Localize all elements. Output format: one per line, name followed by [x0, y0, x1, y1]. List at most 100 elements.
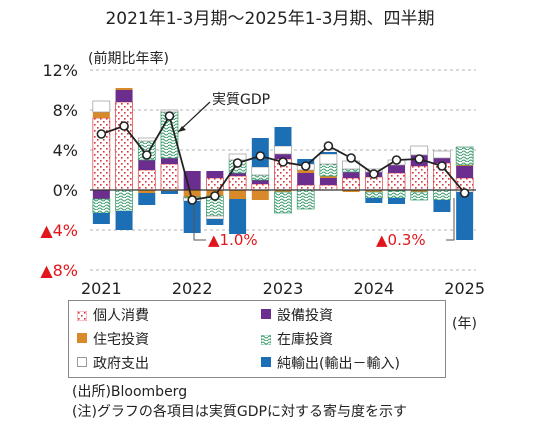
bar-segment-housing: [183, 190, 201, 197]
bar-segment-consumption: [342, 177, 360, 191]
housing-swatch: [77, 333, 87, 343]
bar-segment-government: [274, 145, 292, 155]
government-swatch: [77, 357, 87, 367]
bar-segment-inventory: [342, 168, 360, 173]
bar-segment-net_exports: [138, 193, 156, 205]
footnote: (注)グラフの各項目は実質GDPに対する寄与度を示す: [72, 404, 407, 420]
bar-segment-inventory: [410, 191, 429, 201]
y-tick-label: 12%: [42, 61, 78, 80]
bar-segment-government: [319, 153, 338, 165]
bar-segment-net_exports: [319, 152, 337, 154]
gdp-point: [346, 153, 356, 163]
gdp-point: [300, 161, 311, 171]
bar-segment-capex: [92, 190, 110, 199]
bar-segment-capex: [206, 171, 224, 178]
bar-segment-consumption: [115, 101, 133, 191]
gdp-point: [210, 191, 220, 201]
bar-segment-consumption: [410, 165, 429, 191]
bar-segment-consumption: [137, 169, 156, 191]
gdp-point: [232, 158, 243, 168]
net-exports-swatch: [261, 357, 271, 367]
bar-segment-net_exports: [456, 192, 474, 240]
bar-segment-capex: [251, 180, 269, 184]
gdp-point: [459, 188, 470, 198]
x-tick-label: 2024: [353, 279, 394, 298]
legend-label: 在庫投資: [277, 332, 333, 348]
x-unit-label: (年): [452, 316, 477, 332]
y-unit-label: (前期比年率): [88, 51, 169, 67]
bar-segment-consumption: [296, 184, 315, 191]
gdp-point: [437, 161, 447, 171]
bar-segment-inventory: [387, 190, 406, 199]
x-tick-label: 2021: [81, 279, 122, 298]
bar-segment-capex: [160, 158, 178, 164]
gdp-line: [96, 111, 470, 205]
gdp-point: [391, 155, 402, 165]
bar-segment-net_exports: [229, 199, 247, 234]
consumption-swatch: [76, 309, 88, 322]
y-tick-label: 0%: [53, 181, 78, 200]
source-note: (出所)Bloomberg: [72, 384, 188, 400]
bar-segment-inventory: [364, 191, 383, 199]
bar-segment-housing: [138, 190, 156, 193]
bar-segment-government: [92, 100, 111, 113]
bar-segment-government: [137, 137, 156, 142]
bar-segment-net_exports: [160, 191, 178, 194]
bar-segment-housing: [115, 88, 133, 90]
bar-segment-housing: [342, 190, 360, 192]
x-tick-label: 2023: [263, 279, 304, 298]
bar-segment-capex: [297, 173, 315, 185]
x-tick-label: 2025: [444, 279, 485, 298]
low1-label: ▲1.0%: [208, 231, 258, 249]
legend-label: 政府支出: [93, 356, 149, 372]
legend-label: 住宅投資: [93, 332, 149, 348]
legend-label: 純輸出(輸出－輸入): [277, 356, 400, 372]
bar-segment-housing: [297, 170, 315, 173]
bar-segment-government: [251, 166, 270, 176]
bar-segment-capex: [433, 158, 451, 163]
bar-segment-net_exports: [433, 200, 451, 212]
capex-swatch: [261, 309, 271, 319]
bar-segment-net_exports: [274, 127, 292, 146]
legend: 個人消費 設備投資 住宅投資 在庫投資 政府支出 純輸出(輸出－輸入): [68, 300, 446, 378]
bar-segment-net_exports: [183, 201, 201, 233]
bar-segment-housing: [251, 190, 269, 200]
legend-label: 個人消費: [93, 308, 149, 324]
gdp-label-leader: [177, 101, 211, 133]
bar-segment-consumption: [364, 176, 383, 191]
bar-segment-capex: [388, 165, 406, 173]
bar-segment-consumption: [160, 163, 179, 191]
legend-label: 設備投資: [277, 308, 333, 324]
low2-leader: [446, 198, 455, 241]
bar-segment-inventory: [251, 174, 270, 181]
annotations: 実質GDP ▲1.0% ▲0.3%: [177, 92, 455, 249]
gdp-point: [369, 169, 379, 179]
bar-segment-consumption: [387, 172, 406, 191]
bar-segment-capex: [115, 90, 133, 102]
gdp-point: [323, 141, 334, 151]
bar-segment-inventory: [433, 189, 451, 201]
axes: 12% 8% 4% 0% ▲4% ▲8%2021 2022 2023 2024 2025: [40, 61, 485, 298]
gdp-point: [278, 157, 288, 167]
gdp-point: [119, 121, 129, 131]
gdp-line-label: 実質GDP: [212, 92, 270, 108]
inventory-swatch: [260, 333, 272, 346]
bar-segment-inventory: [92, 198, 111, 214]
gdp-point: [96, 129, 107, 139]
bar-segment-consumption: [319, 184, 338, 191]
gdp-point: [255, 151, 266, 161]
bar-segment-housing: [229, 190, 247, 199]
bar-segment-government: [410, 145, 429, 156]
bar-segment-net_exports: [206, 219, 224, 225]
bar-segment-capex: [342, 172, 360, 178]
bar-segment-housing: [92, 112, 110, 118]
bar-segment-housing: [274, 190, 292, 192]
bar-segment-consumption: [228, 175, 247, 191]
bar-segment-capex: [229, 173, 247, 176]
bars: [92, 88, 474, 240]
gdp-point: [164, 111, 175, 121]
bar-segment-consumption: [251, 183, 270, 191]
bar-segment-housing: [410, 190, 428, 192]
bar-segment-net_exports: [92, 213, 110, 224]
